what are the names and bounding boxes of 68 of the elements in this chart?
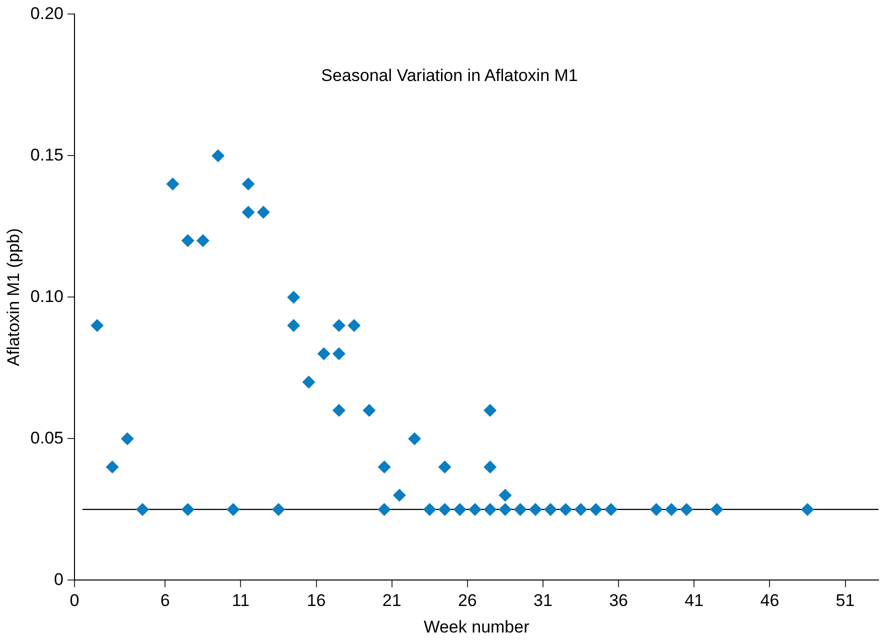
x-tick-label: 21 [382,591,402,610]
x-tick-label: 46 [760,591,780,610]
y-tick-label: 0 [54,570,64,589]
y-tick-label: 0.20 [30,4,64,23]
point [664,502,678,516]
point [302,376,316,389]
point [574,502,588,516]
point [498,488,512,502]
point [106,460,119,474]
x-tick-label: 0 [70,591,80,610]
x-tick-label: 6 [160,591,170,610]
point [181,502,194,516]
point [468,502,482,516]
x-tick-label: 11 [232,591,250,610]
point [378,460,391,474]
text: Seasonal Variation in Aflatoxin M1 [321,66,578,85]
point [680,502,694,516]
point [332,404,346,417]
x-tick-label: 36 [609,591,628,610]
point [650,502,663,516]
point [378,502,391,516]
point [332,319,346,332]
x-axis-title: Week number [424,617,530,636]
point [272,502,286,516]
point [514,502,527,516]
point [484,502,497,516]
y-axis-title: Aflatoxin M1 (ppb) [4,228,23,366]
point [362,404,376,417]
point [181,234,194,248]
point [348,319,361,332]
point [226,502,240,516]
point [484,404,497,417]
point [242,178,255,190]
point [212,149,225,162]
y-tick-label: 0.15 [30,145,64,164]
point [800,502,814,516]
point [438,502,452,516]
x-tick-label: 51 [836,591,855,610]
point [90,319,104,332]
point [408,432,422,446]
point [392,488,406,502]
point [528,502,542,516]
point [242,206,255,219]
point [589,502,602,516]
point [287,319,300,332]
x-tick-label: 16 [306,591,326,610]
point [604,502,618,516]
point [559,502,572,516]
point [484,460,497,474]
point [544,502,558,516]
x-tick-label: 41 [684,591,704,610]
point [498,502,512,516]
point [287,290,300,304]
point [256,206,270,219]
point [438,460,452,474]
point [453,502,466,516]
point [317,347,330,360]
point [196,234,210,248]
y-tick-label: 0.05 [30,428,64,448]
point [423,502,436,516]
point [166,178,180,190]
x-tick-label: 31 [534,591,552,610]
point [136,502,149,516]
point [332,347,346,360]
point [710,502,724,516]
point [120,432,134,446]
y-tick-label: 0.10 [30,286,64,306]
x-tick-label: 26 [458,591,477,610]
